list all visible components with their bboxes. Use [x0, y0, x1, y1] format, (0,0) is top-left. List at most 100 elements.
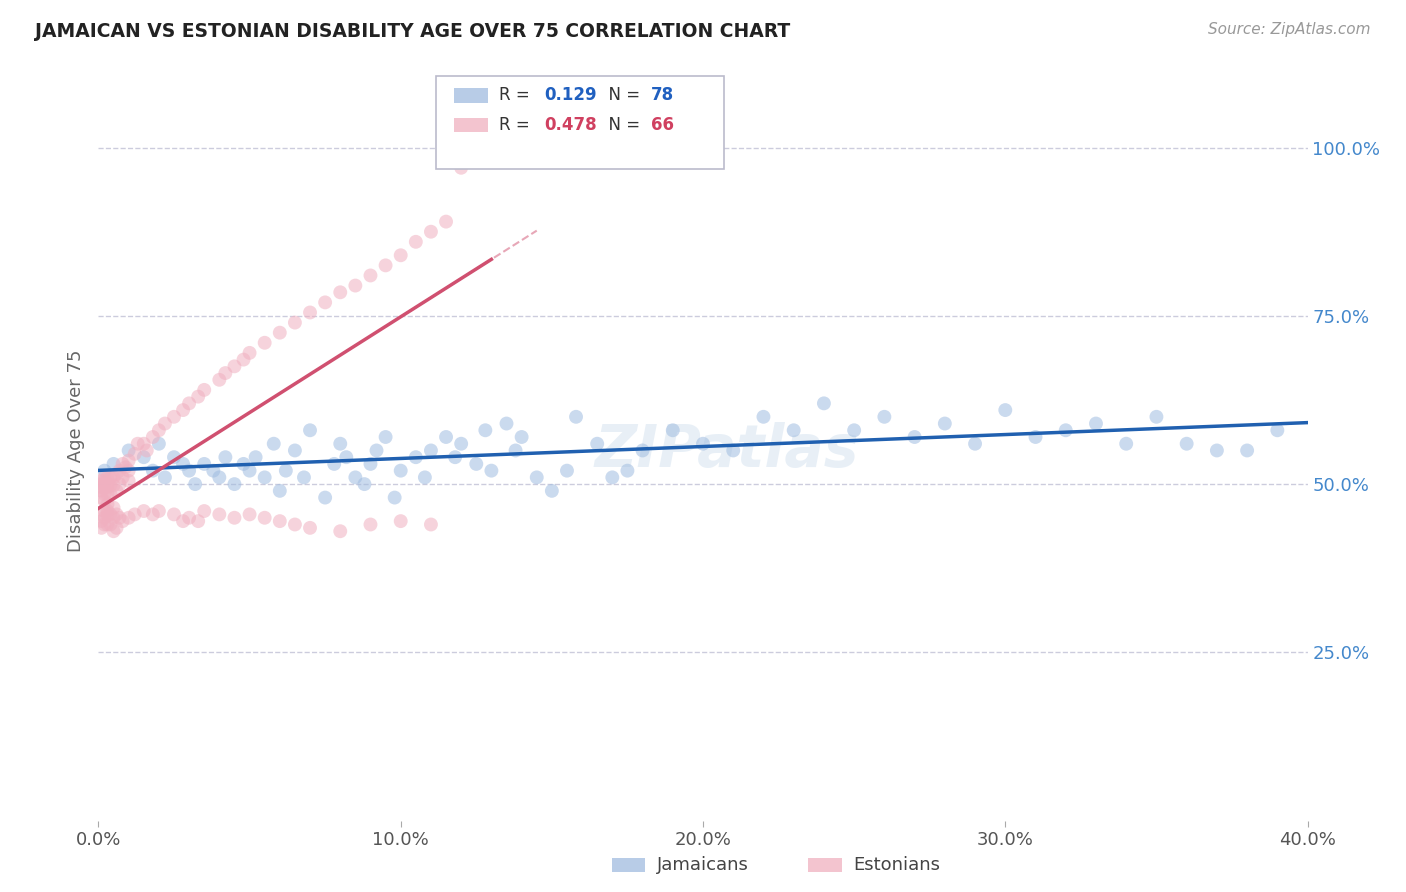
Point [474, 147, 496, 161]
Point [132, 436, 155, 450]
Point [253, 335, 276, 350]
Point [118, 443, 141, 458]
Point [465, 147, 488, 161]
Point [96, 497, 118, 511]
Point [187, 514, 209, 528]
Point [1267, 423, 1289, 437]
Point [284, 517, 307, 532]
Point [208, 508, 231, 522]
Point [93, 510, 115, 524]
Point [783, 423, 806, 437]
Point [96, 470, 118, 484]
Point [124, 447, 146, 461]
Point [179, 396, 201, 410]
Point [586, 436, 609, 450]
Point [142, 430, 165, 444]
Point [1054, 423, 1077, 437]
Point [965, 436, 987, 450]
Point [224, 510, 246, 524]
Point [224, 359, 246, 374]
Point [344, 278, 367, 293]
Point [329, 524, 352, 539]
Text: Estonians: Estonians [853, 856, 941, 874]
Point [284, 316, 307, 330]
Point [474, 423, 496, 437]
Point [526, 470, 548, 484]
Point [103, 510, 125, 524]
Y-axis label: Disability Age Over 75: Disability Age Over 75 [66, 349, 84, 552]
Point [153, 417, 176, 431]
Point [565, 409, 588, 424]
Point [344, 470, 367, 484]
Point [172, 403, 194, 417]
Point [100, 487, 122, 501]
Point [193, 383, 215, 397]
Point [108, 477, 131, 491]
Point [105, 521, 128, 535]
Point [314, 491, 336, 505]
Point [1206, 443, 1229, 458]
Point [360, 457, 382, 471]
Point [299, 305, 322, 319]
Point [96, 481, 118, 495]
Point [450, 436, 472, 450]
Point [274, 464, 297, 478]
Point [153, 470, 176, 484]
Point [127, 436, 149, 450]
Point [253, 470, 276, 484]
Point [100, 478, 122, 492]
Text: R =: R = [499, 87, 536, 104]
Point [108, 464, 131, 478]
Point [202, 464, 225, 478]
Point [90, 481, 112, 495]
Point [208, 373, 231, 387]
Point [103, 478, 125, 492]
Point [239, 464, 262, 478]
Point [389, 514, 412, 528]
Point [434, 214, 457, 228]
Point [329, 285, 352, 300]
Point [481, 464, 503, 478]
Point [602, 470, 624, 484]
Point [844, 423, 866, 437]
Point [118, 453, 141, 467]
Point [384, 491, 406, 505]
Point [1175, 436, 1198, 450]
Point [93, 477, 115, 491]
Point [187, 390, 209, 404]
Point [239, 508, 262, 522]
Point [353, 477, 375, 491]
Point [444, 450, 467, 465]
Text: R =: R = [499, 116, 536, 134]
Point [813, 396, 835, 410]
Point [420, 443, 443, 458]
Point [118, 464, 141, 478]
Text: 78: 78 [651, 87, 673, 104]
Point [184, 477, 207, 491]
Point [292, 470, 315, 484]
Point [163, 409, 186, 424]
Point [142, 508, 165, 522]
Point [93, 504, 115, 518]
Point [360, 517, 382, 532]
Point [405, 450, 427, 465]
Point [450, 161, 472, 175]
Point [314, 295, 336, 310]
Text: ZIPatlas: ZIPatlas [595, 422, 859, 479]
Point [148, 436, 170, 450]
Text: N =: N = [598, 116, 645, 134]
Point [90, 491, 112, 505]
Point [105, 467, 128, 481]
Point [389, 248, 412, 262]
Point [118, 510, 141, 524]
Point [413, 470, 436, 484]
Point [124, 508, 146, 522]
Point [661, 423, 683, 437]
Point [96, 517, 118, 532]
Point [103, 457, 125, 471]
Point [103, 500, 125, 515]
Point [299, 423, 322, 437]
Point [1085, 417, 1108, 431]
Point [420, 517, 443, 532]
Point [1236, 443, 1258, 458]
